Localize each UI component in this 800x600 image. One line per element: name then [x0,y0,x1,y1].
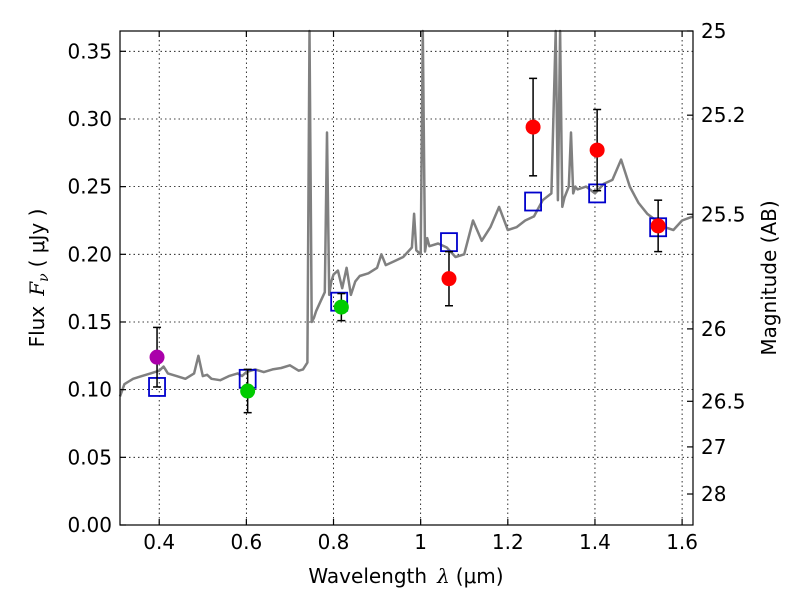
y2-tick-label: 25 [701,19,726,43]
y-axis-title-math: F [25,281,49,297]
photometry-point [240,383,256,399]
x-tick-label: 0.6 [230,530,262,554]
y-tick-label: 0.05 [67,445,112,469]
y-tick-label: 0.30 [67,107,112,131]
y-axis-title: Flux Fν ( μJy ) [25,209,52,348]
x-axis-title-unit: (μm) [456,564,504,588]
photometry-point [589,142,605,158]
axes-frame [119,30,694,526]
y-tick-label: 0.35 [67,39,112,63]
y-axis-title-text: Flux [25,306,49,348]
x-tick-label: 1.6 [666,530,698,554]
y2-tick-label: 25.2 [701,103,746,127]
y-tick-label: 0.00 [67,513,112,537]
y2-tick-label: 26.5 [701,389,746,413]
y-tick-label: 0.10 [67,378,112,402]
x-tick-label: 1.2 [492,530,524,554]
x-tick-label: 1.4 [579,530,611,554]
y-axis-left: 0.00 0.05 0.10 0.15 0.20 0.25 0.30 0.35 [67,39,126,537]
y-tick-label: 0.25 [67,175,112,199]
x-tick-label: 0.4 [143,530,175,554]
x-tick-label: 1 [414,530,427,554]
model-square-marker [524,191,542,212]
x-axis-title-math: λ [436,564,450,588]
plot-area [118,29,694,414]
photometry-point [149,349,165,365]
photometry-point [650,218,666,234]
y2-tick-label: 28 [701,482,726,506]
photometry-point [441,271,457,287]
y-axis-title-sub: ν [36,273,52,282]
y-tick-label: 0.15 [67,310,112,334]
photometry-point [525,119,541,135]
x-axis: 0.4 0.6 0.8 1 1.2 1.4 1.6 [143,31,698,554]
x-tick-label: 0.8 [318,530,350,554]
spectrum-line [118,29,694,397]
x-axis-title: Wavelength λ (μm) [308,564,503,588]
y2-axis-title: Magnitude (AB) [757,200,781,355]
y2-tick-label: 26 [701,317,726,341]
x-axis-title-text: Wavelength [308,564,427,588]
y-tick-label: 0.20 [67,242,112,266]
photometry-point [333,299,349,315]
y-axis-right: 25 25.2 25.5 26 26.5 27 28 [687,19,746,506]
y2-tick-label: 25.5 [701,202,746,226]
y2-tick-label: 27 [701,435,726,459]
y-axis-title-unit: ( μJy ) [25,209,49,268]
